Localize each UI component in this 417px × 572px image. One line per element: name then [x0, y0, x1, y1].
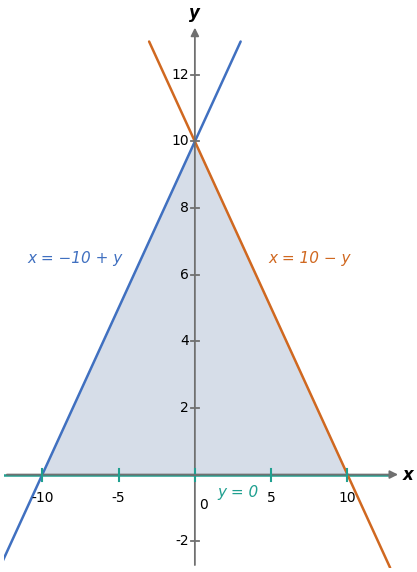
Text: -2: -2	[175, 534, 189, 548]
Text: 0: 0	[199, 498, 208, 512]
Text: 5: 5	[267, 491, 276, 505]
Text: x = −10 + y: x = −10 + y	[27, 251, 122, 265]
Text: y = 0: y = 0	[218, 486, 259, 500]
Text: 4: 4	[180, 334, 189, 348]
Text: x = 10 − y: x = 10 − y	[268, 251, 351, 265]
Text: 10: 10	[339, 491, 356, 505]
Text: 10: 10	[171, 134, 189, 149]
Text: y: y	[189, 3, 200, 22]
Polygon shape	[42, 141, 347, 475]
Text: 12: 12	[171, 68, 189, 82]
Text: -10: -10	[31, 491, 53, 505]
Text: 2: 2	[180, 401, 189, 415]
Text: 6: 6	[180, 268, 189, 281]
Text: x: x	[402, 466, 413, 483]
Text: 8: 8	[180, 201, 189, 215]
Text: -5: -5	[112, 491, 126, 505]
